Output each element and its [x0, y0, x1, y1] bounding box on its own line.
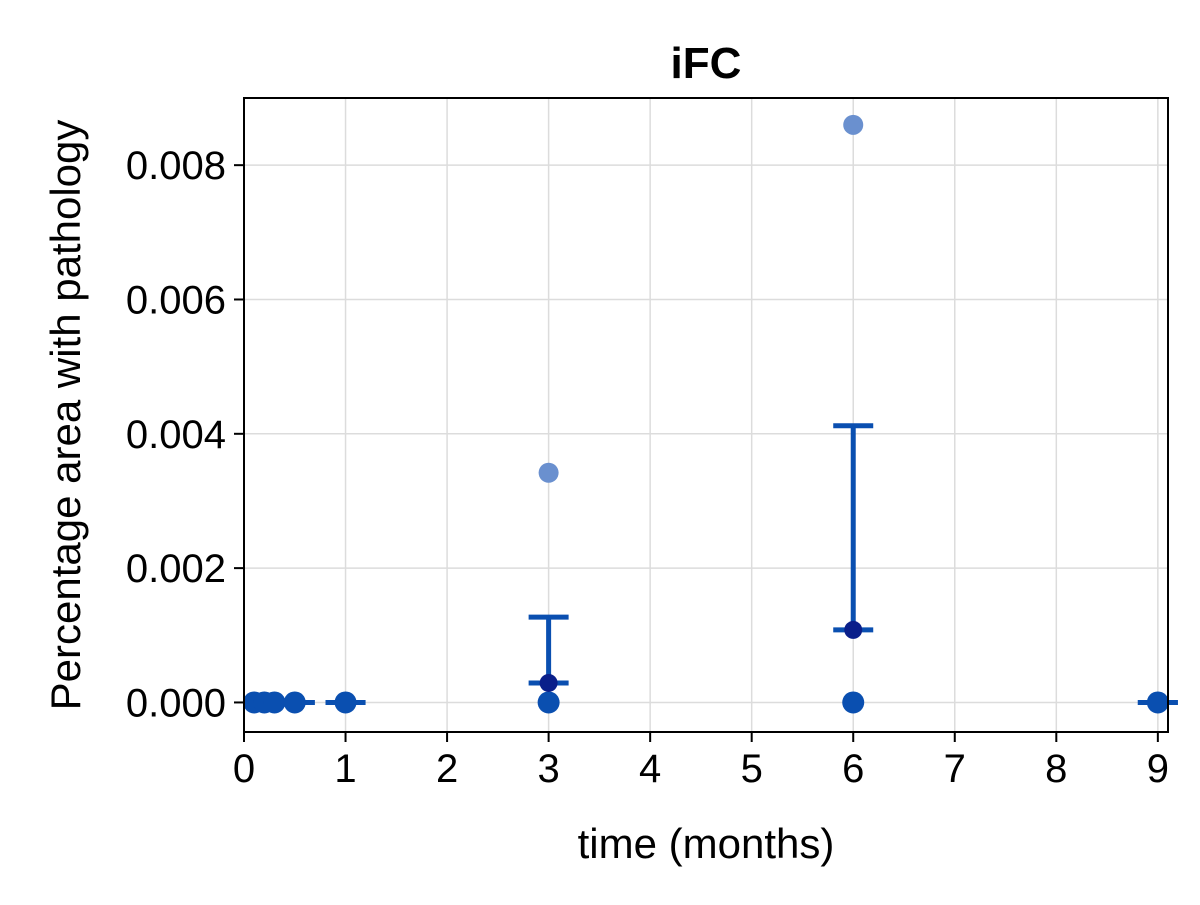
- x-axis-label: time (months): [578, 820, 835, 867]
- mean-point: [539, 673, 558, 692]
- x-tick-label: 6: [842, 747, 864, 791]
- x-tick-label: 3: [537, 747, 559, 791]
- data-point: [334, 691, 357, 714]
- data-point: [842, 691, 865, 714]
- errorbar-layer: [274, 423, 1178, 705]
- chart-title: iFC: [671, 39, 742, 88]
- x-tick-label: 5: [741, 747, 763, 791]
- tick-layer: 0 1 2 3 4 5 6 7 8 9 0.000 0.002 0.004 0.006 0.008: [126, 144, 1169, 791]
- x-tick-label: 0: [233, 747, 255, 791]
- mean-point: [844, 620, 863, 639]
- y-tick-label: 0.002: [126, 547, 226, 591]
- y-tick-label: 0.000: [126, 681, 226, 725]
- outlier-point: [843, 114, 864, 135]
- x-tick-label: 9: [1147, 747, 1169, 791]
- x-tick-label: 7: [944, 747, 966, 791]
- outlier-point: [538, 462, 559, 483]
- grid-layer: [243, 98, 1168, 732]
- y-axis-label: Percentage area with pathology: [42, 120, 89, 711]
- data-point: [1146, 691, 1169, 714]
- y-tick-label: 0.006: [126, 278, 226, 322]
- y-tick-label: 0.004: [126, 413, 226, 457]
- y-tick-label: 0.008: [126, 144, 226, 188]
- x-tick-label: 4: [639, 747, 661, 791]
- data-point: [263, 691, 286, 714]
- x-tick-label: 2: [436, 747, 458, 791]
- x-tick-label: 1: [334, 747, 356, 791]
- data-point: [537, 691, 560, 714]
- point-layer: [243, 114, 1169, 714]
- plot-frame: [243, 97, 1169, 733]
- data-point: [283, 691, 306, 714]
- x-tick-label: 8: [1045, 747, 1067, 791]
